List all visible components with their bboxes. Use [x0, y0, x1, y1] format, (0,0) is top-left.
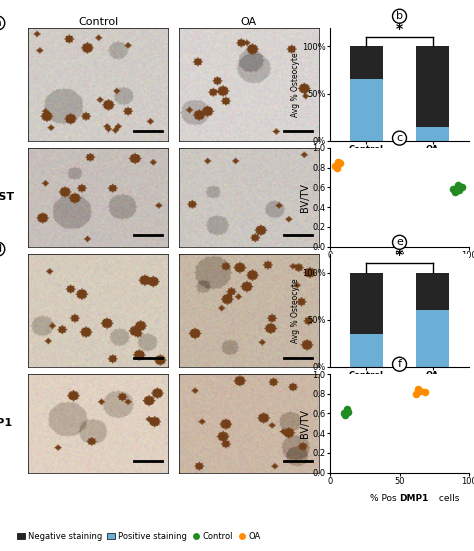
Point: [414, 385, 421, 393]
Bar: [416, 46, 449, 127]
Text: SOST: SOST: [400, 268, 427, 277]
Point: [343, 406, 350, 415]
Point: [417, 386, 424, 395]
Text: a: a: [0, 18, 1, 28]
Point: [333, 163, 340, 172]
Text: *: *: [396, 22, 403, 36]
Text: cells: cells: [436, 494, 459, 503]
Point: [343, 404, 350, 413]
Y-axis label: SOST: SOST: [0, 192, 14, 202]
Point: [340, 409, 347, 418]
Bar: [416, 310, 449, 367]
Bar: [350, 46, 383, 79]
Bar: [350, 273, 383, 334]
Title: OA: OA: [241, 17, 257, 27]
Text: % Pos: % Pos: [370, 268, 400, 277]
Point: [454, 181, 462, 190]
Point: [344, 407, 352, 416]
Y-axis label: DMP1: DMP1: [0, 418, 12, 428]
Point: [449, 185, 456, 194]
Legend: Negative staining, Positive staining, Control, OA: Negative staining, Positive staining, Co…: [14, 528, 264, 544]
Point: [336, 158, 343, 167]
Bar: [416, 127, 449, 141]
Point: [331, 161, 339, 170]
Text: e: e: [396, 237, 403, 247]
Point: [456, 186, 463, 195]
Bar: [350, 79, 383, 141]
Text: DMP1: DMP1: [400, 494, 429, 503]
Point: [458, 183, 466, 192]
Text: f: f: [398, 359, 401, 369]
Point: [421, 387, 428, 396]
Y-axis label: BV/TV: BV/TV: [300, 183, 310, 212]
Point: [334, 158, 342, 166]
Bar: [350, 334, 383, 367]
Point: [412, 390, 420, 398]
Point: [452, 188, 459, 197]
Text: b: b: [396, 11, 403, 21]
Point: [341, 411, 349, 420]
Text: % Pos: % Pos: [370, 494, 400, 503]
Y-axis label: Avg % Osteocyte: Avg % Osteocyte: [292, 52, 301, 116]
Y-axis label: BV/TV: BV/TV: [300, 409, 310, 438]
Bar: [416, 273, 449, 310]
Text: cells: cells: [433, 268, 456, 277]
Text: d: d: [0, 244, 1, 254]
Title: Control: Control: [78, 17, 118, 27]
Y-axis label: Avg % Osteocyte: Avg % Osteocyte: [292, 278, 301, 343]
Text: c: c: [396, 133, 402, 143]
Text: *: *: [396, 248, 403, 262]
